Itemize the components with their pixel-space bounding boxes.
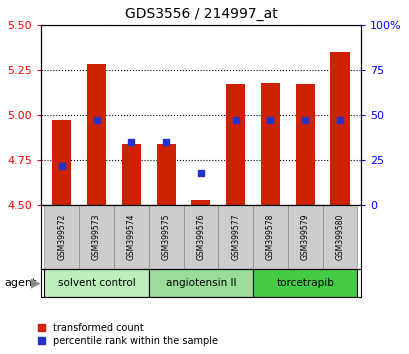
Bar: [44, 269, 148, 297]
Bar: [322, 205, 357, 269]
Bar: [330, 52, 348, 205]
Title: GDS3556 / 214997_at: GDS3556 / 214997_at: [124, 7, 276, 21]
Legend: transformed count, percentile rank within the sample: transformed count, percentile rank withi…: [38, 323, 218, 346]
Bar: [218, 205, 252, 269]
Text: GSM399577: GSM399577: [231, 214, 240, 261]
Text: GSM399578: GSM399578: [265, 214, 274, 261]
Text: angiotensin II: angiotensin II: [165, 278, 236, 288]
Text: GSM399572: GSM399572: [57, 214, 66, 261]
Bar: [295, 84, 314, 205]
Bar: [156, 144, 175, 205]
Bar: [121, 144, 141, 205]
Bar: [44, 205, 79, 269]
Bar: [148, 205, 183, 269]
Text: torcetrapib: torcetrapib: [276, 278, 333, 288]
Text: GSM399573: GSM399573: [92, 214, 101, 261]
Bar: [252, 269, 357, 297]
Bar: [225, 84, 245, 205]
Bar: [183, 205, 218, 269]
Text: GSM399575: GSM399575: [161, 214, 170, 261]
Bar: [252, 205, 287, 269]
Bar: [52, 120, 71, 205]
Text: GSM399580: GSM399580: [335, 214, 344, 261]
Bar: [260, 82, 279, 205]
Text: solvent control: solvent control: [58, 278, 135, 288]
Text: GSM399576: GSM399576: [196, 214, 205, 261]
Text: ▶: ▶: [31, 277, 40, 290]
Bar: [87, 64, 106, 205]
Bar: [114, 205, 148, 269]
Bar: [148, 269, 252, 297]
Text: GSM399579: GSM399579: [300, 214, 309, 261]
Bar: [191, 200, 210, 205]
Text: GSM399574: GSM399574: [126, 214, 135, 261]
Bar: [79, 205, 114, 269]
Text: agent: agent: [4, 278, 36, 288]
Bar: [287, 205, 322, 269]
